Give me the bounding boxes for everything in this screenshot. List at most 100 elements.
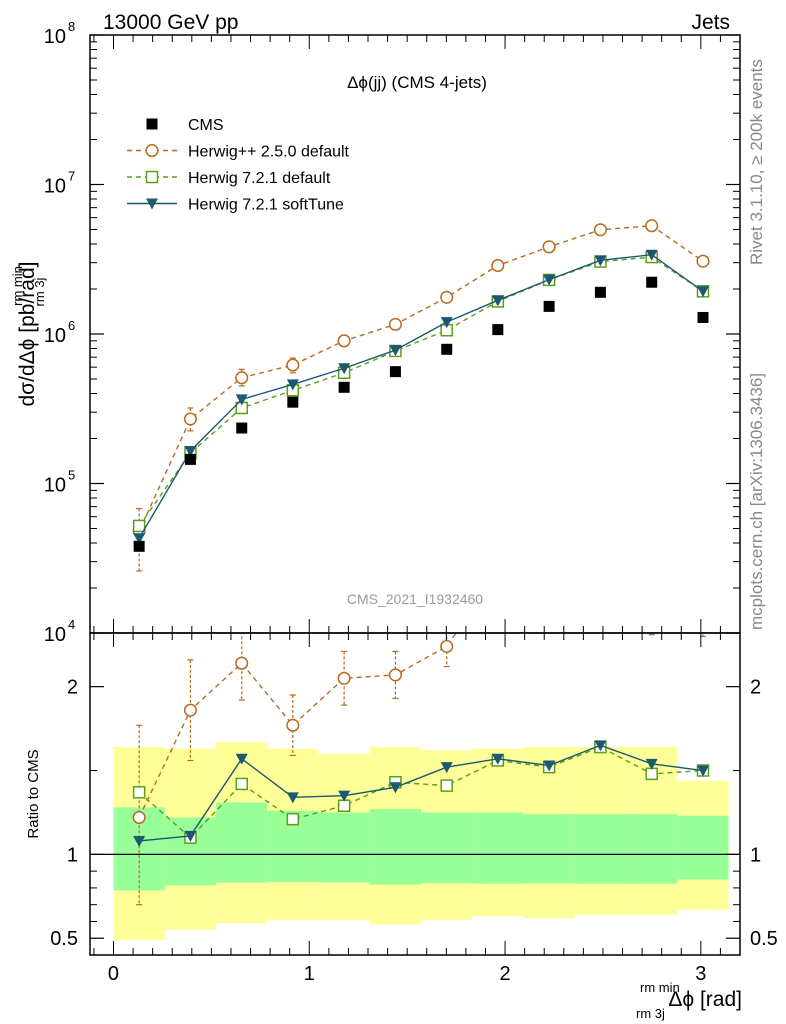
ratio-softtune-point (338, 790, 351, 802)
main-y-tick-exponent: 7 (68, 169, 75, 184)
herwigpp-point (235, 371, 249, 385)
ratio-y-tick-label-right: 2 (750, 677, 761, 699)
band-inner (677, 815, 729, 880)
ratio-panel: 0.5 0.5 1 1 2 2 0 1 2 3 Ratio to CMS Δϕ [rad] rm … (25, 567, 778, 1021)
ratio-herwigpp-point (132, 810, 146, 825)
ratio-herwigpp-point (595, 577, 607, 589)
cms-point (236, 422, 248, 434)
band-inner (523, 814, 575, 884)
band-inner (574, 814, 627, 884)
herwigpp-point (696, 254, 710, 268)
main-plot-area (132, 219, 710, 572)
ratio-y-tick-label: 0.5 (50, 928, 78, 950)
main-y-axis-label-text: dσ/dΔϕ [pb/rad] (16, 262, 39, 407)
ratio-softtune-line (139, 744, 704, 842)
main-y-tick-exponent: 8 (68, 19, 75, 34)
ratio-softtune-point (286, 792, 299, 804)
herwigpp-point (337, 334, 351, 348)
softtune-point (491, 295, 504, 307)
main-y-tick-label: 10 (44, 325, 66, 347)
x-axis-label-text: Δϕ [rad] (668, 988, 742, 1011)
main-y-tick-exponent: 5 (68, 468, 75, 483)
legend-marker-herwigpp (145, 143, 159, 158)
cms-point (287, 396, 299, 408)
herwigpp-line (138, 225, 704, 532)
x-axis-label-sub: rm 3j (636, 1006, 665, 1021)
x-tick-label: 3 (695, 963, 706, 985)
softtune-point (389, 345, 402, 357)
band-inner (421, 812, 473, 884)
ratio-herwig721-line (138, 746, 704, 839)
ratio-y-axis-label: Ratio to CMS (25, 749, 42, 838)
main-y-tick-exponent: 4 (68, 617, 75, 632)
ratio-herwig721-point (337, 799, 351, 812)
legend-marker-cms (146, 118, 158, 130)
softtune-point (440, 317, 453, 329)
legend-label-softtune: Herwig 7.2.1 softTune (188, 197, 344, 214)
ratio-herwig721-point (132, 786, 146, 799)
main-title: Δϕ(jj) (CMS 4-jets) (347, 73, 487, 92)
herwigpp-point (491, 258, 505, 273)
legend-marker-herwig721 (145, 170, 159, 184)
ratio-softtune-point (645, 758, 658, 770)
softtune-point (235, 394, 248, 406)
ratio-herwigpp-point (492, 567, 504, 579)
ratio-herwigpp-point (286, 718, 300, 732)
main-series-group (132, 219, 710, 572)
main-y-tick-label: 10 (44, 475, 66, 497)
legend-label-herwigpp: Herwig++ 2.5.0 default (188, 144, 350, 161)
energy-label: 13000 GeV pp (103, 11, 238, 34)
main-y-tick-label: 10 (44, 624, 66, 646)
ratio-series-group (90, 567, 740, 940)
herwigpp-point (593, 223, 607, 237)
herwig721-point (132, 519, 146, 533)
main-y-axis-label: dσ/dΔϕ [pb/rad] rm min rm 3j (10, 262, 47, 407)
x-tick-label: 1 (304, 963, 315, 985)
softtune-point (696, 286, 709, 298)
ratio-axes: 0.5 0.5 1 1 2 2 0 1 2 3 (50, 633, 778, 985)
band-inner (369, 809, 422, 885)
cms-point (543, 300, 555, 312)
herwig721-line (138, 256, 704, 527)
main-y-tick-label: 10 (44, 176, 66, 198)
ratio-herwigpp-point (183, 703, 197, 717)
legend-marker-softtune (146, 198, 158, 210)
ratio-softtune-point (235, 753, 248, 765)
x-tick-label: 2 (499, 963, 510, 985)
ratio-softtune-point (491, 753, 504, 765)
ratio-herwigpp-point (543, 597, 555, 609)
ratio-softtune-point (389, 782, 402, 794)
x-axis-label: Δϕ [rad] rm min rm 3j (636, 980, 742, 1021)
herwigpp-point (286, 358, 300, 372)
ratio-herwigpp-point (440, 639, 454, 653)
softtune-point (338, 363, 351, 375)
softtune-line (138, 254, 704, 539)
cms-point (389, 366, 401, 378)
softtune-point (645, 249, 658, 261)
ratio-softtune-point (440, 762, 453, 774)
band-inner (318, 812, 370, 883)
cms-point (646, 276, 658, 288)
x-tick-label: 0 (108, 963, 119, 985)
cms-point (338, 381, 350, 393)
main-y-axis-label-sup: rm min (10, 266, 25, 306)
herwigpp-point (542, 240, 556, 254)
herwigpp-point (440, 290, 454, 304)
legend-label-cms: CMS (188, 117, 224, 134)
category-label: Jets (691, 11, 730, 34)
ratio-herwigpp-point (697, 617, 709, 629)
ratio-softtune-point (594, 740, 607, 752)
ratio-softtune-point (184, 830, 197, 842)
ratio-softtune-point (133, 835, 146, 847)
ratio-y-tick-label-right: 0.5 (750, 928, 778, 950)
softtune-point (594, 255, 607, 267)
band-inner (216, 802, 268, 883)
main-y-axis-label-sub: rm 3j (32, 277, 47, 306)
legend: CMS Herwig++ 2.5.0 default Herwig 7.2.1 de… (127, 117, 350, 214)
softtune-point (133, 533, 146, 545)
ratio-softtune-point (543, 760, 556, 772)
cms-point (133, 540, 145, 552)
rivet-version-label: Rivet 3.1.10, ≥ 200k events (747, 59, 766, 265)
main-y-tick-label: 10 (44, 26, 66, 48)
